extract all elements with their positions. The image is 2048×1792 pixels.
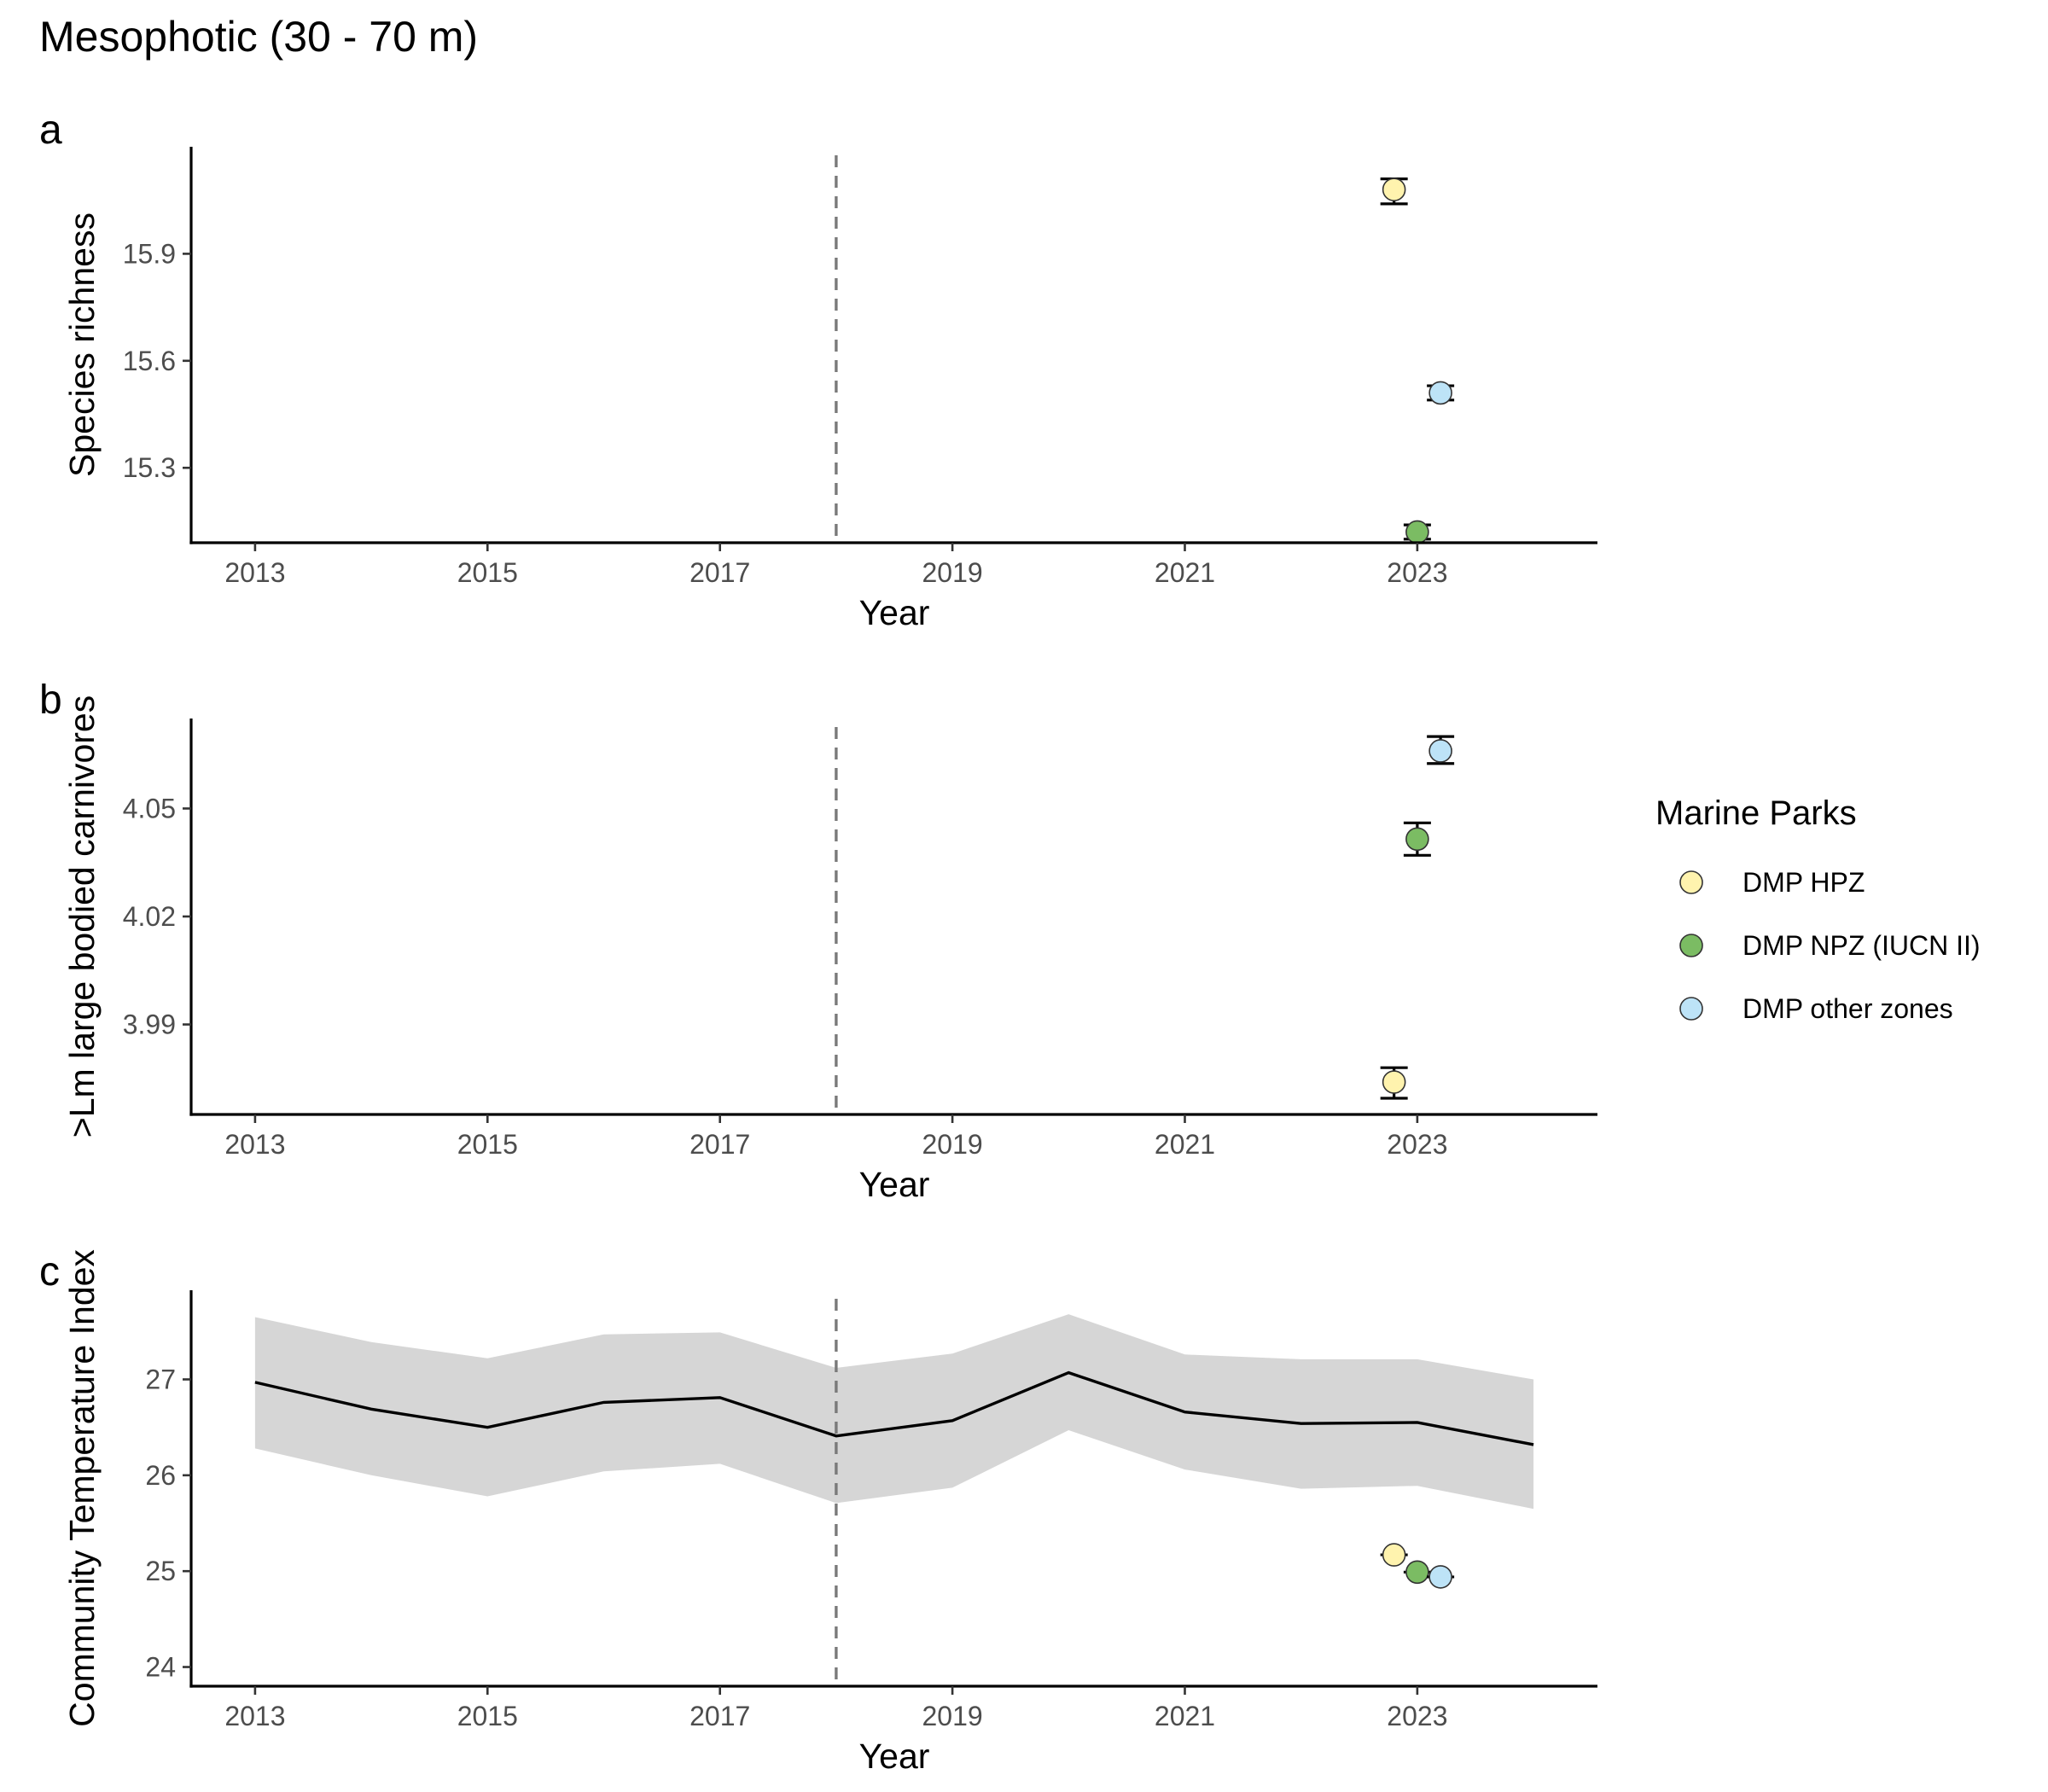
trend-line (254, 1370, 1534, 1446)
marker-dmp-hpz (1382, 1543, 1406, 1567)
legend-title: Marine Parks (1655, 794, 1857, 832)
legend-entry-dmp-npz-iucn-ii: DMP NPZ (IUCN II) (1679, 930, 1981, 961)
y-tick-label-24: 24 (145, 1652, 176, 1683)
y-tick-label-26: 26 (145, 1460, 176, 1491)
panel-tag-b: b (39, 678, 62, 723)
x-axis-title: Year (859, 1737, 930, 1776)
point-dmp-npz-iucn-ii (1403, 520, 1431, 544)
y-tick-label-27: 27 (145, 1364, 176, 1394)
y-axis-title: Species richness (62, 212, 102, 477)
x-tick-label-2019: 2019 (922, 1701, 983, 1731)
legend-key-dmp-npz-iucn-ii (1679, 934, 1703, 957)
point-dmp-npz-iucn-ii (1403, 1560, 1431, 1585)
x-tick-label-2023: 2023 (1387, 557, 1447, 588)
x-tick-label-2019: 2019 (922, 1129, 983, 1160)
legend-key-dmp-hpz (1679, 870, 1703, 894)
y-tick-label-4.05: 4.05 (123, 793, 176, 823)
x-tick-label-2021: 2021 (1155, 1701, 1215, 1731)
x-tick-label-2019: 2019 (922, 557, 983, 588)
x-tick-label-2015: 2015 (457, 1701, 518, 1731)
marker-dmp-npz-iucn-ii (1405, 827, 1429, 852)
x-tick-label-2015: 2015 (457, 557, 518, 588)
point-dmp-npz-iucn-ii (1403, 821, 1431, 857)
marker-dmp-other-zones (1428, 381, 1452, 405)
chart-title: Mesophotic (30 - 70 m) (39, 13, 478, 61)
x-tick-label-2021: 2021 (1155, 1129, 1215, 1160)
y-axis-title: Community Temperature Index (62, 1249, 102, 1727)
chart-panels: a 2013 2015 2017 2019 2021 2023 15.3 15.6 15.9 Yea… (39, 108, 1597, 1776)
legend-entry-dmp-other-zones: DMP other zones (1679, 993, 1953, 1024)
x-axis-title: Year (859, 1165, 930, 1204)
legend-label-dmp-npz-iucn-ii: DMP NPZ (IUCN II) (1743, 930, 1981, 961)
legend-label-dmp-hpz: DMP HPZ (1743, 867, 1865, 898)
legend-label-dmp-other-zones: DMP other zones (1743, 993, 1953, 1024)
panel-c: c 2013 2015 2017 2019 2021 2023 24 25 26 27 Year Com… (39, 1249, 1597, 1776)
panel-a: a 2013 2015 2017 2019 2021 2023 15.3 15.6 15.9 Yea… (39, 108, 1597, 632)
marker-dmp-other-zones (1428, 739, 1452, 763)
y-tick-label-15.9: 15.9 (123, 238, 176, 269)
point-dmp-hpz (1380, 177, 1408, 206)
marker-dmp-other-zones (1428, 1565, 1452, 1589)
panel-b: b 2013 2015 2017 2019 2021 2023 3.99 4.02 4.05 Yea… (39, 678, 1597, 1204)
confidence-band (254, 1314, 1534, 1510)
point-dmp-other-zones (1427, 381, 1455, 405)
x-tick-label-2013: 2013 (224, 557, 285, 588)
point-dmp-other-zones (1427, 735, 1455, 765)
x-tick-label-2013: 2013 (224, 1129, 285, 1160)
x-tick-label-2015: 2015 (457, 1129, 518, 1160)
panel-tag-c: c (39, 1249, 60, 1295)
y-axis-title: >Lm large bodied carnivores (62, 695, 102, 1138)
x-tick-label-2017: 2017 (689, 557, 750, 588)
marker-dmp-hpz (1382, 177, 1406, 201)
y-tick-label-15.3: 15.3 (123, 452, 176, 483)
x-axis-title: Year (859, 593, 930, 632)
panel-tag-a: a (39, 108, 62, 153)
x-tick-label-2013: 2013 (224, 1701, 285, 1731)
marker-dmp-npz-iucn-ii (1405, 520, 1429, 544)
x-tick-label-2023: 2023 (1387, 1129, 1447, 1160)
y-tick-label-25: 25 (145, 1556, 176, 1586)
point-dmp-other-zones (1427, 1565, 1455, 1589)
point-dmp-hpz (1380, 1066, 1408, 1100)
point-dmp-hpz (1380, 1543, 1408, 1567)
legend-key-dmp-other-zones (1679, 997, 1703, 1021)
marker-dmp-npz-iucn-ii (1405, 1560, 1429, 1585)
marker-dmp-hpz (1382, 1070, 1406, 1094)
x-tick-label-2023: 2023 (1387, 1701, 1447, 1731)
y-tick-label-15.6: 15.6 (123, 346, 176, 376)
x-tick-label-2021: 2021 (1155, 557, 1215, 588)
x-tick-label-2017: 2017 (689, 1701, 750, 1731)
y-tick-label-3.99: 3.99 (123, 1009, 176, 1040)
x-tick-label-2017: 2017 (689, 1129, 750, 1160)
legend-entry-dmp-hpz: DMP HPZ (1679, 867, 1865, 898)
y-tick-label-4.02: 4.02 (123, 901, 176, 932)
legend: Marine Parks DMP HPZ DMP NPZ (IUCN II) DMP… (1655, 794, 1981, 1024)
